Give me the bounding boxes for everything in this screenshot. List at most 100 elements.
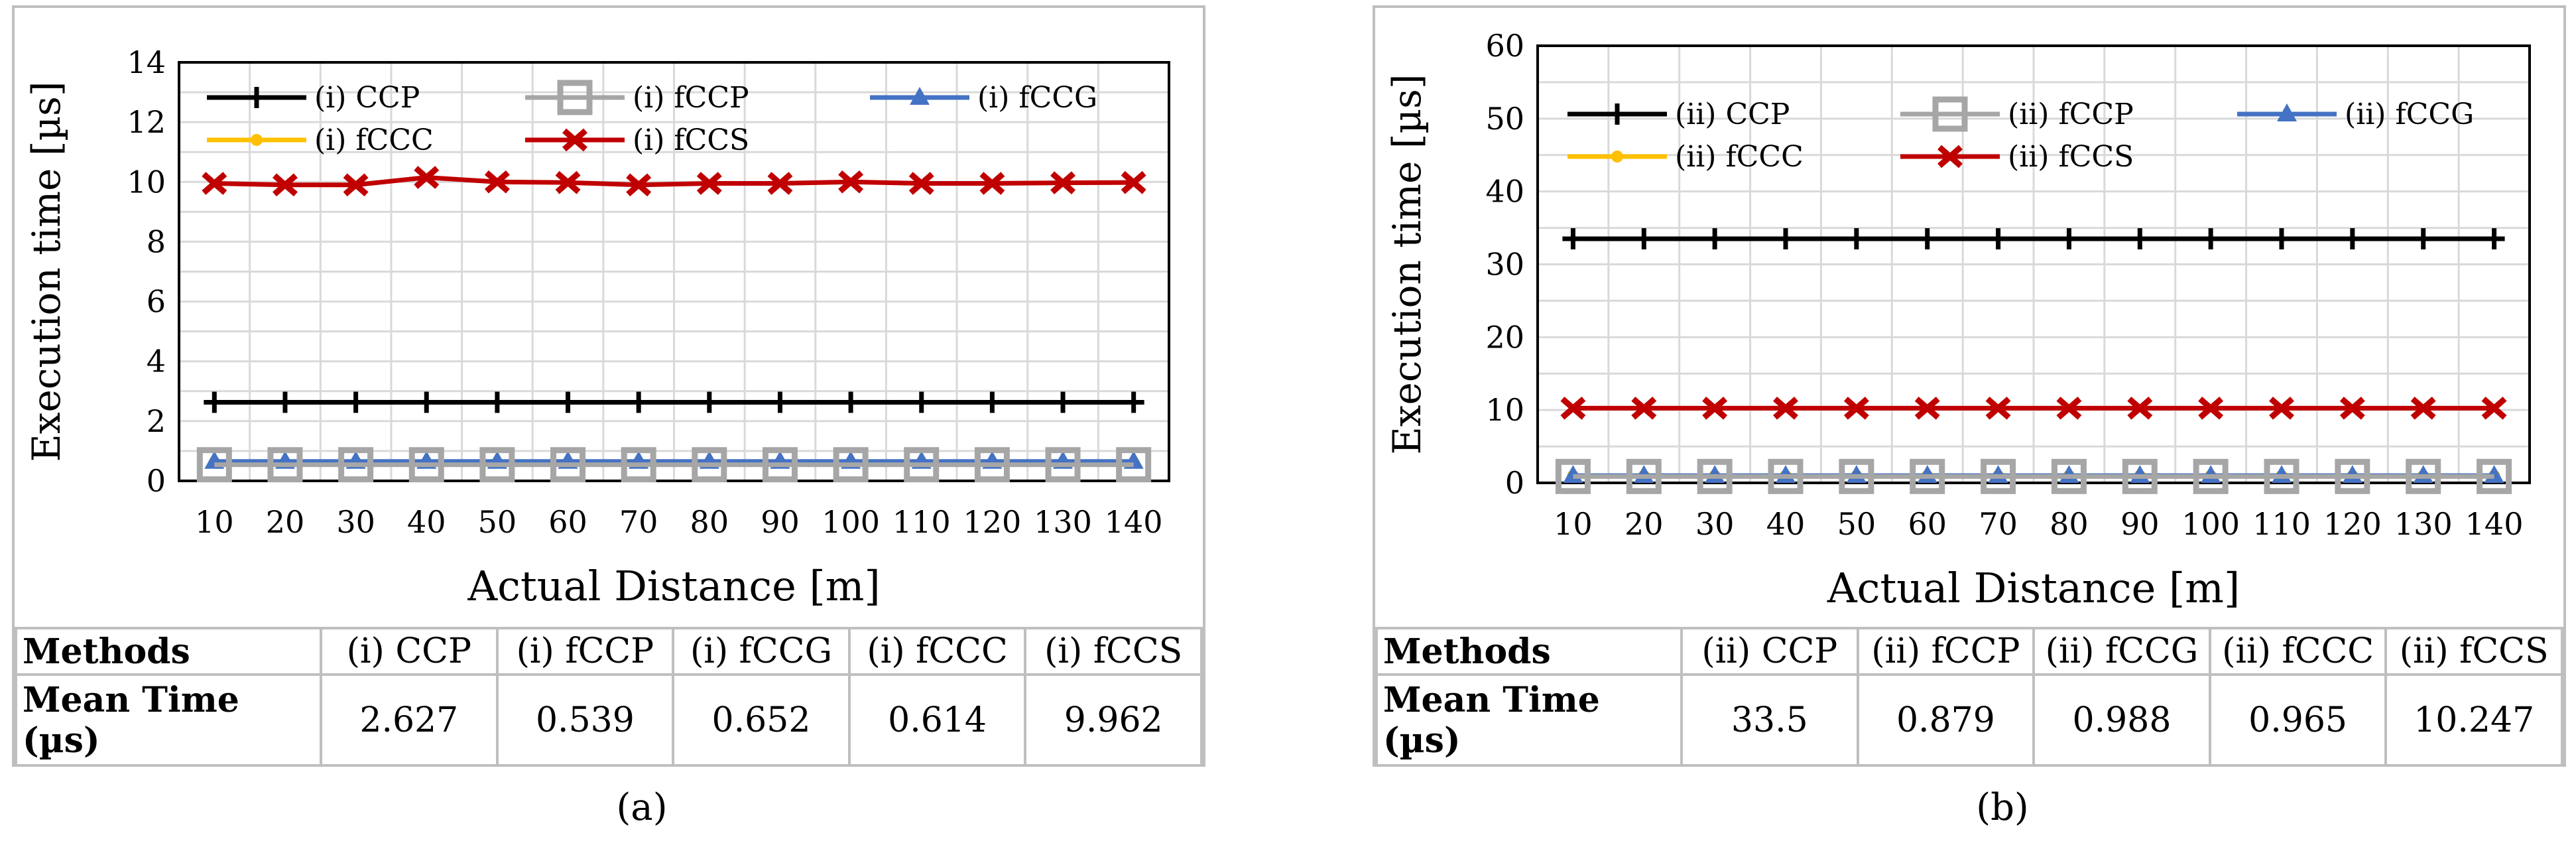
x-tick-label: 90	[761, 504, 800, 540]
method-cell: (i) fCCG	[672, 626, 851, 677]
x-tick-label: 60	[1908, 506, 1947, 542]
data-point	[1633, 228, 1655, 250]
legend-label: (ii) fCCP	[2008, 98, 2134, 131]
series-i-ccp	[204, 391, 1144, 413]
data-point	[1702, 397, 1728, 420]
data-point	[484, 170, 510, 194]
table-row-methods: Methods (ii) CCP (ii) fCCP (ii) fCCG (ii…	[1375, 626, 2563, 677]
data-point	[910, 391, 932, 413]
x-axis-title: Actual Distance [m]	[1827, 564, 2240, 612]
data-point	[2127, 397, 2153, 420]
x-tick-label: 30	[1695, 506, 1735, 542]
legend: (ii) CCP (ii) fCCP (ii) fCCG (ii) fCCC (ii) …	[1567, 96, 2474, 174]
legend-item: (i) fCCC	[207, 123, 434, 157]
data-point	[1116, 447, 1152, 483]
legend-marker	[1937, 145, 1963, 168]
x-tick-label: 120	[963, 504, 1021, 540]
mean-time-cell: 9.962	[1024, 673, 1203, 767]
panel-b: 0 10 20 30 40 50 60 10 20 30 40 50 60 70 80 90 100 110 120…	[1373, 5, 2566, 767]
x-tick-label: 50	[478, 504, 517, 540]
data-point	[267, 447, 303, 483]
data-point	[1123, 391, 1144, 413]
method-cell: (ii) fCCG	[2032, 626, 2211, 677]
legend-item: (i) fCCS	[525, 123, 749, 157]
data-point	[2264, 458, 2300, 494]
data-point	[628, 391, 650, 413]
x-tick-label: 100	[822, 504, 880, 540]
data-point	[767, 172, 793, 195]
mean-time-label: Mean Time (µs)	[15, 673, 322, 767]
data-point	[557, 391, 579, 413]
y-tick-label: 12	[127, 104, 166, 140]
x-axis-title: Actual Distance [m]	[467, 562, 880, 610]
series-ii-ccp	[1562, 228, 2505, 250]
data-point	[1626, 458, 1662, 494]
data-point	[981, 391, 1003, 413]
data-point	[904, 447, 940, 483]
y-tick-label: 30	[1485, 247, 1524, 283]
table-row-methods: Methods (i) CCP (i) fCCP (i) fCCG (i) fC…	[15, 626, 1203, 677]
table-row-mean-time: Mean Time (µs) 2.627 0.539 0.652 0.614 9…	[15, 673, 1203, 767]
x-tick-label: 130	[1034, 504, 1092, 540]
y-tick-label: 4	[147, 344, 166, 379]
data-point	[273, 173, 298, 197]
y-tick-label: 6	[147, 284, 166, 320]
data-point	[2483, 228, 2505, 250]
data-point	[2335, 458, 2370, 494]
y-tick-label: 14	[127, 44, 166, 80]
data-point	[1985, 397, 2011, 420]
data-point	[2412, 228, 2434, 250]
legend-item: (ii) fCCC	[1567, 140, 1804, 174]
data-point	[1631, 397, 1657, 420]
data-point	[274, 391, 296, 413]
legend-marker	[562, 128, 587, 152]
y-tick-label: 10	[1485, 392, 1524, 428]
methods-label: Methods	[1375, 626, 1683, 677]
data-point	[1987, 228, 2009, 250]
method-cell: (i) fCCS	[1024, 626, 1203, 677]
data-point	[202, 172, 227, 195]
mean-time-label: Mean Time (µs)	[1375, 673, 1683, 767]
data-point	[626, 173, 652, 197]
data-point	[196, 447, 232, 483]
data-point	[343, 173, 369, 197]
x-tick-label: 80	[2050, 506, 2089, 542]
data-point	[2198, 397, 2224, 420]
chart-b: 0 10 20 30 40 50 60 10 20 30 40 50 60 70 80 90 100 110 120…	[1384, 28, 2531, 612]
y-tick-label: 20	[1485, 319, 1524, 355]
legend-item: (ii) fCCP	[1900, 96, 2134, 132]
x-tick-label: 110	[2252, 506, 2311, 542]
x-tick-label: 20	[1625, 506, 1664, 542]
legend-item: (ii) fCCG	[2237, 98, 2474, 131]
x-tick-label: 40	[1766, 506, 1806, 542]
data-point	[692, 447, 727, 483]
legend-marker	[251, 134, 263, 146]
data-point	[1704, 228, 1726, 250]
x-tick-label: 140	[2465, 506, 2524, 542]
x-tick-label: 100	[2181, 506, 2240, 542]
legend-label: (i) fCCS	[633, 123, 749, 157]
data-point	[1560, 397, 1586, 420]
data-point	[769, 391, 791, 413]
data-point	[486, 391, 508, 413]
x-tick-label: 90	[2120, 506, 2160, 542]
data-point	[1773, 397, 1798, 420]
x-tick-label: 120	[2323, 506, 2382, 542]
data-point	[2339, 397, 2365, 420]
mean-time-cell: 0.614	[847, 673, 1027, 767]
x-tick-label: 50	[1837, 506, 1876, 542]
data-point	[1981, 458, 2016, 494]
data-point	[1839, 458, 1874, 494]
legend-item: (i) fCCP	[525, 80, 749, 115]
panel-a: 0 2 4 6 8 10 12 14 10 20 30 40 50 60 70 80 90 100 110 120 13…	[12, 5, 1205, 767]
data-point	[2056, 397, 2082, 420]
x-tick-label: 130	[2394, 506, 2453, 542]
plot-area	[1536, 44, 2531, 484]
table-row-mean-time: Mean Time (µs) 33.5 0.879 0.988 0.965 10…	[1375, 673, 2563, 767]
data-point	[621, 447, 656, 483]
data-point	[974, 447, 1010, 483]
legend-marker	[1611, 151, 1623, 163]
data-point	[833, 447, 869, 483]
data-point	[1843, 397, 1869, 420]
data-point	[345, 391, 367, 413]
